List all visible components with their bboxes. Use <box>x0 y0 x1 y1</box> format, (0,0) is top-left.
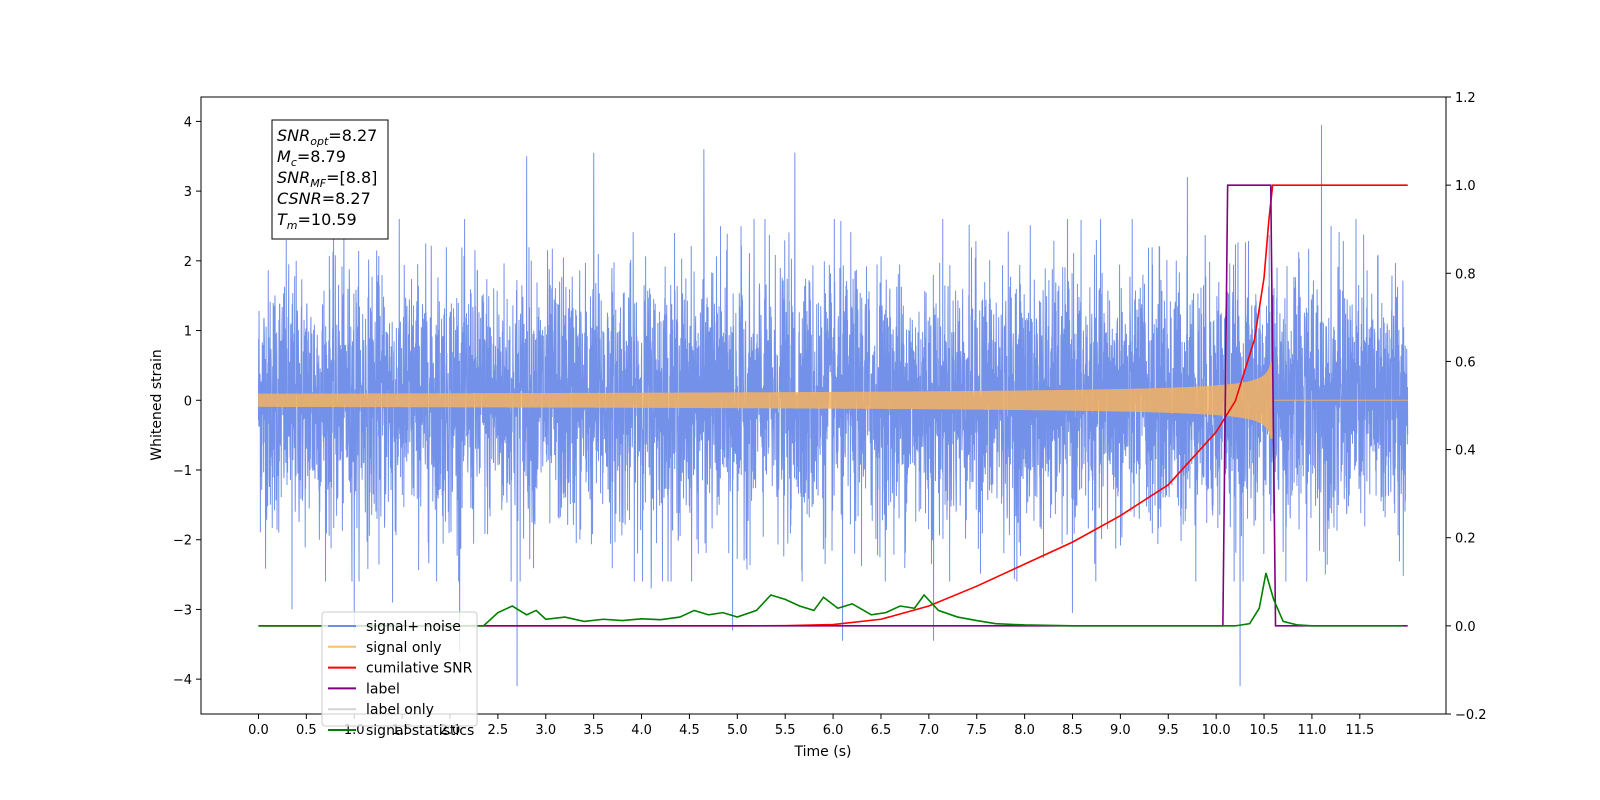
series-signal-only <box>257 361 1408 439</box>
legend-frame <box>321 611 478 727</box>
y-left-tick-label: 1 <box>184 325 192 340</box>
x-tick-label: 3.5 <box>583 723 604 738</box>
series-cumilative-snr <box>258 184 1408 627</box>
series-layer <box>257 124 1409 687</box>
x-tick-label: 10.5 <box>1250 723 1279 738</box>
y-right-tick-label: 0.8 <box>1455 267 1476 282</box>
x-tick-label: 2.0 <box>440 723 461 738</box>
series-signal-statistics <box>258 572 1403 627</box>
x-tick-label: 0.5 <box>296 723 317 738</box>
y-right-tick-label: 1.2 <box>1455 91 1476 106</box>
y-axis-left: −4 −3 −2 −1 0 1 2 3 4 <box>173 115 201 688</box>
x-tick-label: 10.0 <box>1202 723 1231 738</box>
annotation-line: SNRMF=[8.8] <box>277 168 377 190</box>
y-left-tick-label: 3 <box>184 185 192 200</box>
y-left-tick-label: 4 <box>184 115 192 130</box>
x-tick-label: 1.5 <box>392 723 413 738</box>
x-tick-label: 2.5 <box>488 723 509 738</box>
annotation-line: SNRopt=8.27 <box>277 126 377 148</box>
annotation-line: Mc=8.79 <box>277 147 346 169</box>
x-tick-label: 6.0 <box>823 723 844 738</box>
plot-area-frame <box>200 96 1447 715</box>
x-tick-label: 5.5 <box>775 723 796 738</box>
x-tick-label: 7.5 <box>966 723 987 738</box>
y-right-tick-label: 0.4 <box>1455 444 1476 459</box>
x-tick-label: 5.0 <box>727 723 748 738</box>
x-tick-label: 6.5 <box>871 723 892 738</box>
legend-label-label-only: label only <box>366 702 434 718</box>
y-left-tick-label: −1 <box>173 464 192 479</box>
x-tick-label: 0.0 <box>248 723 269 738</box>
y-axis-left-label: Whitened strain <box>149 349 165 460</box>
y-left-tick-label: −4 <box>173 673 192 688</box>
x-tick-label: 8.5 <box>1062 723 1083 738</box>
annotation-line: CSNR=8.27 <box>277 189 371 208</box>
y-right-tick-label: −0.2 <box>1455 708 1487 723</box>
y-right-tick-label: 1.0 <box>1455 179 1476 194</box>
x-tick-label: 11.5 <box>1345 723 1374 738</box>
legend-label-label: label <box>366 681 400 697</box>
y-left-tick-label: 2 <box>184 255 192 270</box>
y-left-tick-label: −3 <box>173 603 192 618</box>
legend: signal+ noise signal only cumilative SNR la… <box>321 611 478 739</box>
x-tick-label: 9.0 <box>1110 723 1131 738</box>
x-axis: 0.0 0.5 1.0 1.5 2.0 2.5 3.0 3.5 4.0 4.5 5.0 5.5 6.0 6… <box>248 714 1374 738</box>
x-tick-label: 3.0 <box>535 723 556 738</box>
annotation-line: Tm=10.59 <box>277 210 357 232</box>
legend-label-signal-only: signal only <box>366 640 441 656</box>
y-right-tick-label: 0.2 <box>1455 532 1476 547</box>
x-tick-label: 4.5 <box>679 723 700 738</box>
y-axis-right: −0.2 0.0 0.2 0.4 0.6 0.8 1.0 1.2 <box>1446 91 1487 723</box>
y-right-tick-label: 0.0 <box>1455 620 1476 635</box>
y-left-tick-label: −2 <box>173 534 192 549</box>
legend-label-signal-statistics: signal statistics <box>366 723 474 739</box>
x-tick-label: 8.0 <box>1014 723 1035 738</box>
annotation-frame <box>271 119 389 240</box>
legend-label-signal-noise: signal+ noise <box>366 619 461 635</box>
y-left-tick-label: 0 <box>184 394 192 409</box>
x-tick-label: 7.0 <box>919 723 940 738</box>
legend-label-cumilative-snr: cumilative SNR <box>366 661 473 677</box>
x-tick-label: 11.0 <box>1297 723 1326 738</box>
x-tick-label: 4.0 <box>631 723 652 738</box>
y-right-tick-label: 0.6 <box>1455 355 1476 370</box>
x-tick-label: 9.5 <box>1158 723 1179 738</box>
x-axis-label: Time (s) <box>794 744 852 760</box>
